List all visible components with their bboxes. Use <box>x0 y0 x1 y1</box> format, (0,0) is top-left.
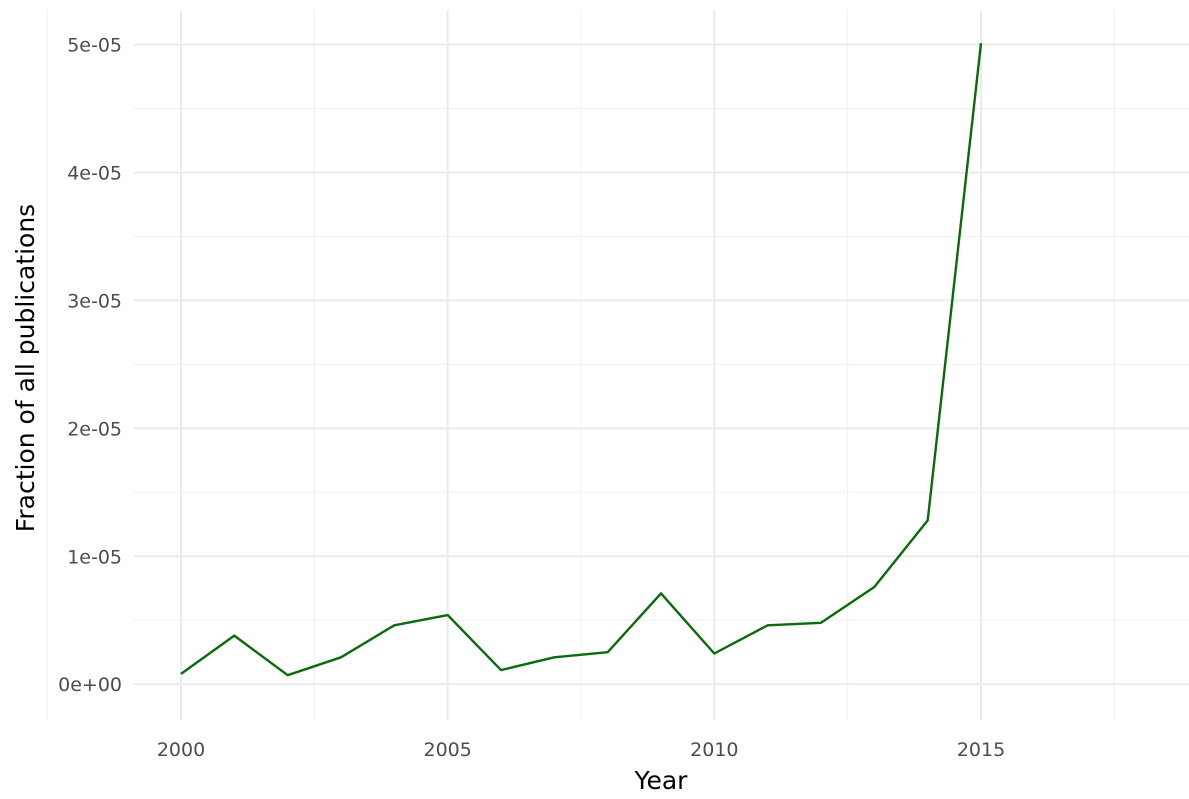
minor-gridlines <box>47 10 1189 720</box>
x-tick-label: 2010 <box>690 739 738 761</box>
y-tick-label: 0e+00 <box>58 674 122 696</box>
series-group <box>180 43 983 677</box>
y-tick-label: 1e-05 <box>67 546 122 568</box>
y-tick-label: 3e-05 <box>67 290 122 312</box>
x-tick-label: 2000 <box>157 739 205 761</box>
x-axis-tick-labels: 2000 2005 2010 2015 <box>157 739 1005 761</box>
series-line <box>180 43 983 677</box>
y-tick-label: 5e-05 <box>67 35 122 57</box>
x-tick-label: 2005 <box>423 739 471 761</box>
y-axis-title: Fraction of all publications <box>11 204 40 532</box>
y-tick-label: 4e-05 <box>67 162 122 184</box>
x-axis-title: Year <box>634 766 689 795</box>
x-tick-label: 2015 <box>957 739 1005 761</box>
major-gridlines <box>133 10 1189 720</box>
y-axis-tick-labels: 0e+00 1e-05 2e-05 3e-05 4e-05 5e-05 <box>58 35 122 697</box>
y-tick-label: 2e-05 <box>67 418 122 440</box>
